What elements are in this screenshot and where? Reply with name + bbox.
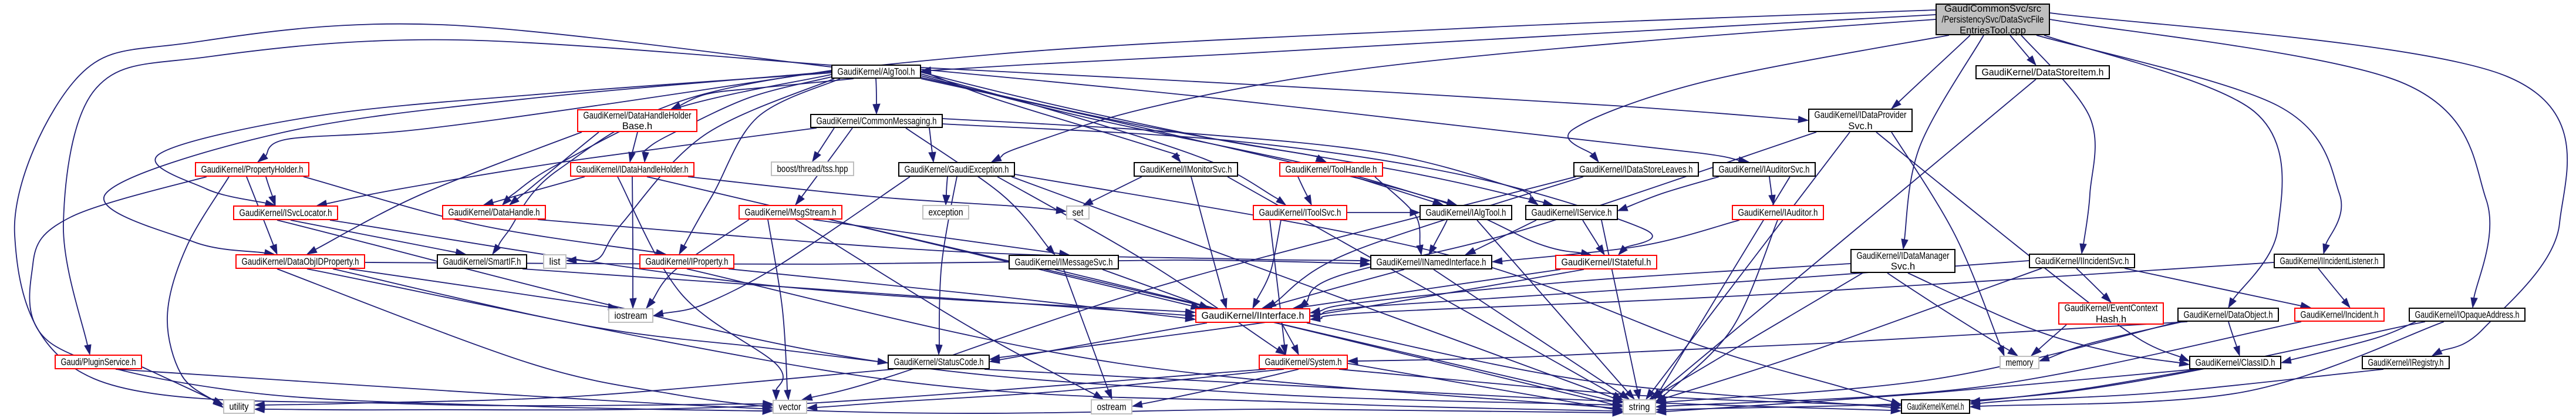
svg-text:GaudiKernel/MsgStream.h: GaudiKernel/MsgStream.h — [745, 207, 837, 218]
svg-text:Svc.h: Svc.h — [1848, 121, 1872, 132]
svg-text:GaudiKernel/IMonitorSvc.h: GaudiKernel/IMonitorSvc.h — [1140, 164, 1232, 175]
svg-text:GaudiKernel/IToolSvc.h: GaudiKernel/IToolSvc.h — [1259, 208, 1341, 218]
svg-text:exception: exception — [929, 207, 963, 218]
svg-text:GaudiKernel/PropertyHolder.h: GaudiKernel/PropertyHolder.h — [201, 164, 304, 175]
svg-text:Gaudi/PluginService.h: Gaudi/PluginService.h — [61, 357, 136, 368]
svg-text:GaudiKernel/IProperty.h: GaudiKernel/IProperty.h — [646, 257, 729, 267]
svg-text:iostream: iostream — [615, 311, 648, 321]
svg-text:GaudiKernel/DataStoreItem.h: GaudiKernel/DataStoreItem.h — [1982, 68, 2104, 78]
svg-text:ostream: ostream — [1097, 402, 1127, 413]
svg-text:utility: utility — [230, 402, 249, 412]
svg-text:GaudiKernel/IOpaqueAddress.h: GaudiKernel/IOpaqueAddress.h — [2415, 310, 2520, 321]
svg-text:GaudiKernel/Kernel.h: GaudiKernel/Kernel.h — [1907, 402, 1964, 412]
svg-text:GaudiKernel/IAuditorSvc.h: GaudiKernel/IAuditorSvc.h — [1719, 164, 1810, 175]
svg-text:GaudiKernel/IRegistry.h: GaudiKernel/IRegistry.h — [2368, 358, 2444, 368]
svg-text:GaudiKernel/ISvcLocator.h: GaudiKernel/ISvcLocator.h — [240, 208, 332, 218]
svg-text:GaudiKernel/IDataProvider: GaudiKernel/IDataProvider — [1815, 110, 1907, 120]
svg-text:GaudiKernel/ClassID.h: GaudiKernel/ClassID.h — [2196, 358, 2275, 368]
svg-text:GaudiKernel/IDataHandleHolder.: GaudiKernel/IDataHandleHolder.h — [576, 164, 689, 175]
svg-text:/PersistencySvc/DataSvcFile: /PersistencySvc/DataSvcFile — [1942, 15, 2044, 25]
svg-text:GaudiKernel/CommonMessaging.h: GaudiKernel/CommonMessaging.h — [817, 116, 937, 127]
svg-text:GaudiKernel/IMessageSvc.h: GaudiKernel/IMessageSvc.h — [1015, 257, 1113, 268]
svg-text:vector: vector — [779, 402, 801, 413]
svg-text:Hash.h: Hash.h — [2096, 314, 2126, 325]
svg-text:GaudiKernel/IService.h: GaudiKernel/IService.h — [1532, 208, 1612, 218]
svg-text:GaudiKernel/System.h: GaudiKernel/System.h — [1265, 357, 1342, 368]
svg-text:GaudiKernel/EventContext: GaudiKernel/EventContext — [2065, 303, 2158, 314]
svg-text:Svc.h: Svc.h — [1891, 261, 1915, 272]
svg-text:GaudiKernel/SmartIF.h: GaudiKernel/SmartIF.h — [443, 257, 521, 267]
svg-text:GaudiKernel/Incident.h: GaudiKernel/Incident.h — [2301, 310, 2379, 321]
svg-text:GaudiKernel/ToolHandle.h: GaudiKernel/ToolHandle.h — [1286, 164, 1377, 175]
svg-text:boost/thread/tss.hpp: boost/thread/tss.hpp — [777, 164, 848, 174]
svg-text:EntriesTool.cpp: EntriesTool.cpp — [1960, 25, 2026, 36]
svg-text:GaudiKernel/StatusCode.h: GaudiKernel/StatusCode.h — [894, 357, 984, 368]
svg-text:GaudiKernel/IStateful.h: GaudiKernel/IStateful.h — [1562, 257, 1651, 268]
svg-text:GaudiKernel/GaudiException.h: GaudiKernel/GaudiException.h — [905, 164, 1009, 175]
svg-text:GaudiKernel/DataHandle.h: GaudiKernel/DataHandle.h — [449, 207, 540, 218]
svg-text:GaudiKernel/IDataStoreLeaves.h: GaudiKernel/IDataStoreLeaves.h — [1580, 164, 1693, 175]
svg-text:list: list — [549, 257, 561, 267]
svg-text:GaudiKernel/IDataManager: GaudiKernel/IDataManager — [1857, 251, 1950, 261]
svg-text:GaudiKernel/IIncidentSvc.h: GaudiKernel/IIncidentSvc.h — [2035, 256, 2129, 267]
svg-text:GaudiKernel/INamedInterface.h: GaudiKernel/INamedInterface.h — [1377, 257, 1486, 268]
svg-text:GaudiKernel/DataObject.h: GaudiKernel/DataObject.h — [2184, 310, 2273, 321]
svg-text:GaudiKernel/IAlgTool.h: GaudiKernel/IAlgTool.h — [1426, 208, 1506, 218]
svg-text:GaudiKernel/IIncidentListener.: GaudiKernel/IIncidentListener.h — [2280, 256, 2379, 267]
svg-text:GaudiKernel/AlgTool.h: GaudiKernel/AlgTool.h — [838, 67, 915, 77]
svg-text:GaudiKernel/DataObjIDProperty.: GaudiKernel/DataObjIDProperty.h — [242, 257, 359, 267]
svg-text:string: string — [1629, 402, 1650, 413]
svg-text:set: set — [1073, 208, 1084, 218]
svg-text:Base.h: Base.h — [622, 121, 652, 132]
svg-text:GaudiKernel/IInterface.h: GaudiKernel/IInterface.h — [1202, 311, 1304, 321]
svg-text:GaudiKernel/DataHandleHolder: GaudiKernel/DataHandleHolder — [584, 110, 692, 121]
svg-text:GaudiCommonSvc/src: GaudiCommonSvc/src — [1944, 4, 2041, 14]
svg-text:GaudiKernel/IAuditor.h: GaudiKernel/IAuditor.h — [1738, 208, 1818, 218]
svg-text:memory: memory — [2006, 358, 2034, 368]
